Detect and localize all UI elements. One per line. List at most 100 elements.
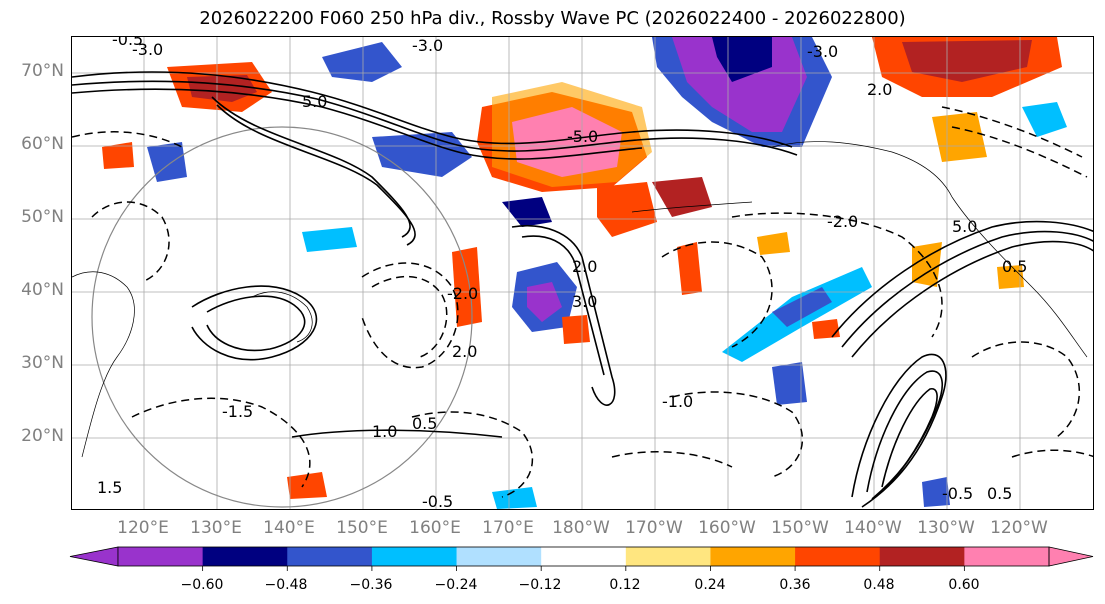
clabel-1p5-west: 1.5: [97, 478, 122, 497]
shade-pos-northeast-2: [932, 112, 987, 162]
lat-label-20n: 20°N: [21, 426, 64, 446]
shade-neg-small-1: [302, 227, 357, 252]
map-panel: -3.0 -3.0 -3.0 -0.5 5.0 -5.0 2.0 -2.0 -2…: [71, 36, 1094, 510]
clabel-05-southeast2: 0.5: [987, 484, 1012, 503]
clabel-2-northwest: 2.0: [452, 342, 477, 361]
contour-jet-east-2: [841, 230, 1093, 348]
lon-label-150w: 150°W: [771, 518, 829, 538]
coast-asia: [72, 271, 135, 458]
contour-jet-east-1: [831, 220, 1093, 338]
contour-labels: -3.0 -3.0 -3.0 -0.5 5.0 -5.0 2.0 -2.0 -2…: [97, 37, 1027, 510]
lon-label-160e: 160°E: [409, 518, 461, 538]
lon-label-150e: 150°E: [336, 518, 388, 538]
colorbar-segment: [287, 547, 373, 566]
shade-neg-upper-left: [322, 42, 402, 82]
colorbar-segment: [118, 547, 204, 566]
shade-pos-small-2: [757, 232, 790, 255]
figure-title: 2026022200 F060 250 hPa div., Rossby Wav…: [199, 8, 906, 29]
lat-label-40n: 40°N: [21, 280, 64, 300]
map-canvas: -3.0 -3.0 -3.0 -0.5 5.0 -5.0 2.0 -2.0 -2…: [72, 37, 1093, 510]
clabel-neg3-center: -3.0: [807, 42, 838, 61]
shade-neg-east-core: [772, 287, 832, 327]
lon-label-120e: 120°E: [117, 518, 169, 538]
clabel-05-southeast: -0.5: [942, 484, 973, 503]
cbar-tick-neg012: −0.12: [518, 577, 562, 593]
clabel-neg1-center: -1.0: [662, 392, 693, 411]
clabel-neg2-center: -2.0: [447, 284, 478, 303]
lon-label-170w: 170°W: [625, 518, 683, 538]
coast-alaska: [771, 141, 953, 198]
colorbar-segment: [202, 547, 288, 566]
lat-label-70n: 70°N: [21, 61, 64, 81]
contour-dash-13: [72, 131, 183, 148]
shade-pos-south-1: [287, 472, 327, 499]
shade-neg-west: [147, 142, 187, 182]
cbar-tick-pos024: 0.24: [694, 577, 726, 593]
contour-dash-9: [671, 391, 803, 478]
clabel-5-east: 5.0: [952, 217, 977, 236]
lon-label-130e: 130°E: [190, 518, 242, 538]
contour-dash-3: [661, 241, 773, 348]
cbar-tick-neg036: −0.36: [349, 577, 393, 593]
clabel-neg3-north: -3.0: [412, 37, 443, 55]
coast-aleutians: [631, 201, 753, 213]
cbar-tick-pos048: 0.48: [863, 577, 895, 593]
colorbar-segment: [964, 547, 1050, 566]
contour-dash-7: [131, 397, 311, 488]
contour-dash-10: [971, 341, 1081, 438]
colorbar-extend-min: [69, 546, 119, 567]
shade-pos-small-1: [562, 315, 590, 344]
shade-pos-west-1: [102, 142, 134, 169]
colorbar: [69, 546, 1094, 571]
contour-loop-2: [216, 104, 416, 246]
cbar-tick-pos036: 0.36: [779, 577, 811, 593]
shade-pos-kamchatka-core: [512, 107, 622, 177]
shade-pos-east-strip: [677, 242, 702, 295]
lat-label-30n: 30°N: [21, 353, 64, 373]
rossby-contours-dashed: [72, 106, 1093, 498]
shade-neg-south-1: [492, 487, 537, 509]
contour-loop-1: [211, 96, 411, 238]
cbar-tick-pos060: 0.60: [948, 577, 980, 593]
contour-dash-11: [91, 201, 170, 283]
clabel-1-south: 1.0: [372, 422, 397, 441]
shade-neg-small-2: [772, 362, 807, 405]
contour-southeast-2: [866, 370, 943, 500]
colorbar-segment: [625, 547, 711, 566]
colorbar-extend-max: [1048, 546, 1094, 567]
colorbar-segment: [795, 547, 881, 566]
clabel-05-south: 0.5: [412, 414, 437, 433]
shade-pos-small-4: [997, 265, 1024, 289]
contour-dash-5: [941, 106, 1083, 158]
grid-lines: [72, 37, 1093, 509]
colorbar-segment: [541, 547, 627, 566]
clabel-neg15-west: -1.5: [222, 402, 253, 421]
contour-west-cluster-2: [206, 295, 306, 352]
lon-label-130w: 130°W: [917, 518, 975, 538]
clabel-2-center: 2.0: [572, 257, 597, 276]
contour-jet-east-3: [851, 240, 1093, 358]
clabel-neg05-topleft: -0.5: [112, 37, 143, 49]
contour-dash-2: [371, 275, 448, 358]
coast-japan: [251, 291, 313, 343]
colorbar-outline: [117, 546, 1050, 567]
clabel-neg05-south: -0.5: [422, 492, 453, 510]
shade-neg-50n-center: [502, 197, 552, 227]
contour-center-loop: [511, 225, 616, 406]
contour-center-loop-2: [521, 235, 605, 376]
shade-pos-small-3: [812, 319, 840, 339]
lon-label-140w: 140°W: [844, 518, 902, 538]
lon-label-140e: 140°E: [263, 518, 315, 538]
lon-label-120w: 120°W: [990, 518, 1048, 538]
great-circle: [91, 126, 473, 508]
lat-label-60n: 60°N: [21, 134, 64, 154]
clabel-5-west: 5.0: [302, 92, 327, 111]
shade-pos-upper-left-core: [187, 75, 257, 102]
contour-jet-north-1: [72, 71, 793, 148]
coastlines: [72, 141, 1088, 458]
colorbar-segment: [371, 547, 458, 566]
shade-neg-northcentral-core: [672, 37, 807, 132]
contour-southeast-1: [851, 353, 947, 508]
shade-neg-south-2: [922, 477, 950, 507]
shade-pos-japan: [452, 247, 482, 327]
